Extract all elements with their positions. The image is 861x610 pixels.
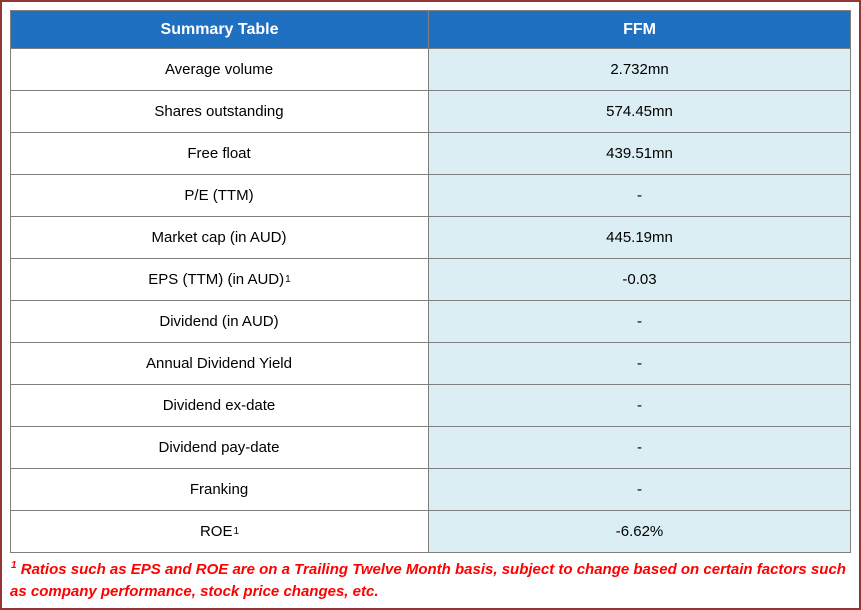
row-label: Free float [11,133,429,174]
row-label: Dividend (in AUD) [11,301,429,342]
table-row: Dividend ex-date - [11,385,850,427]
row-label-text: ROE [199,523,233,540]
row-value: - [429,385,850,426]
table-row: P/E (TTM) - [11,175,850,217]
row-value: 2.732mn [429,49,850,90]
table-row: Franking - [11,469,850,511]
row-label: Shares outstanding [11,91,429,132]
row-label: Franking [11,469,429,510]
row-value: - [429,469,850,510]
row-label-text: Dividend ex-date [162,397,276,414]
row-label-text: Free float [187,145,251,162]
footnote-text: Ratios such as EPS and ROE are on a Trai… [10,561,846,600]
row-label: Dividend pay-date [11,427,429,468]
row-label-text: EPS (TTM) (in AUD) [148,271,285,288]
row-label: Average volume [11,49,429,90]
row-label-text: P/E (TTM) [184,187,254,204]
table-row: Dividend pay-date - [11,427,850,469]
row-label-text: Franking [189,481,249,498]
row-label: ROE 1 [11,511,429,552]
row-label: Dividend ex-date [11,385,429,426]
table-row: ROE 1 -6.62% [11,511,850,553]
row-label: Annual Dividend Yield [11,343,429,384]
table-row: Free float 439.51mn [11,133,850,175]
table-row: Shares outstanding 574.45mn [11,91,850,133]
row-value: -6.62% [429,511,850,552]
footnote: 1 Ratios such as EPS and ROE are on a Tr… [10,559,849,603]
row-label-text: Dividend (in AUD) [159,313,279,330]
row-label-text: Annual Dividend Yield [146,355,292,372]
footnote-sup: 1 [11,560,17,571]
header-col-ticker: FFM [429,11,850,48]
row-value: - [429,301,850,342]
row-value: - [429,343,850,384]
row-value: -0.03 [429,259,850,300]
row-value: - [429,427,850,468]
table-row: Annual Dividend Yield - [11,343,850,385]
table-header-row: Summary Table FFM [11,11,850,49]
row-value: - [429,175,850,216]
row-label-text: Average volume [164,61,274,78]
row-label: EPS (TTM) (in AUD) 1 [11,259,429,300]
table-row: Dividend (in AUD) - [11,301,850,343]
table-row: EPS (TTM) (in AUD) 1 -0.03 [11,259,850,301]
row-label: Market cap (in AUD) [11,217,429,258]
row-value: 445.19mn [429,217,850,258]
header-col-summary: Summary Table [11,11,429,48]
row-label-text: Market cap (in AUD) [151,229,287,246]
summary-table: Summary Table FFM Average volume 2.732mn… [10,10,851,553]
row-label: P/E (TTM) [11,175,429,216]
table-row: Average volume 2.732mn [11,49,850,91]
row-label-text: Dividend pay-date [158,439,280,456]
row-label-text: Shares outstanding [154,103,284,120]
table-row: Market cap (in AUD) 445.19mn [11,217,850,259]
row-value: 439.51mn [429,133,850,174]
row-value: 574.45mn [429,91,850,132]
